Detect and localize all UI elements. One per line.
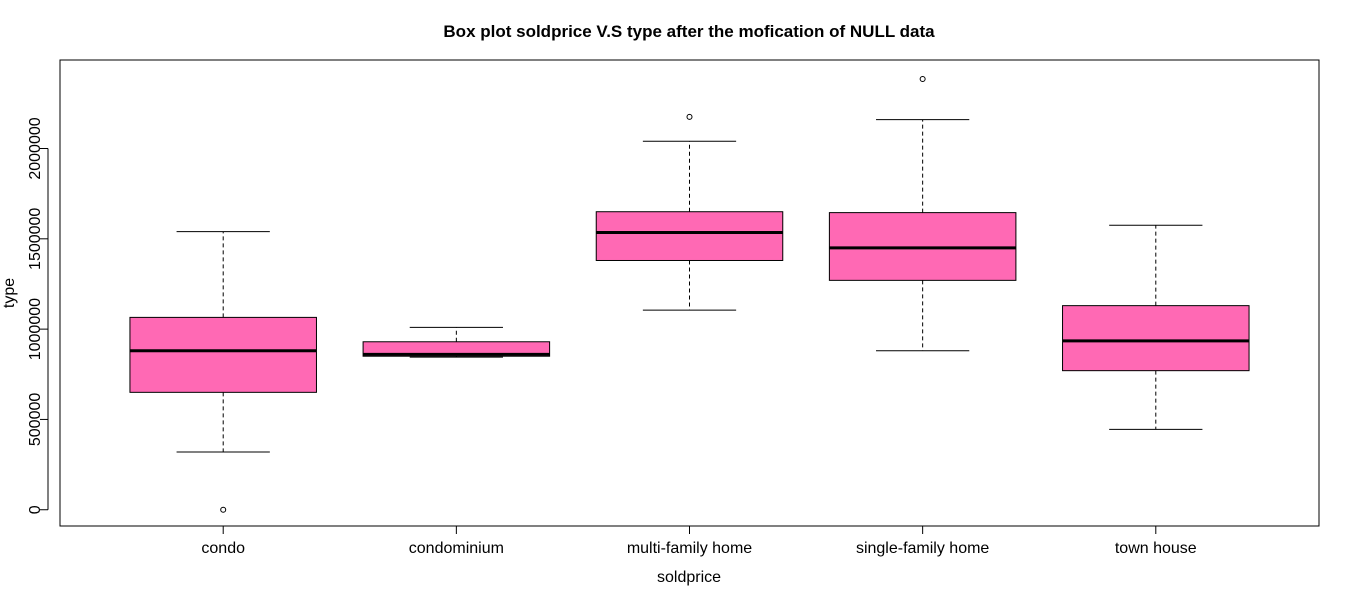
box-town-house [1062,224,1250,430]
y-axis: 0 500000 1000000 1500000 2000000 [27,117,49,514]
plot-frame [59,59,1320,527]
y-axis-label: type [1,278,18,308]
x-tick-label: condo [201,540,245,557]
iqr-box [129,316,317,393]
box-single-family-home [828,75,1017,352]
x-axis-label: soldprice [657,569,721,586]
boxes-group [129,75,1250,513]
x-tick-label: multi-family home [627,540,752,557]
x-tick-label: town house [1115,540,1197,557]
chart-title: Box plot soldprice V.S type after the mo… [443,22,935,41]
y-tick-label: 2000000 [27,117,44,179]
x-tick-label: condominium [409,540,504,557]
box-condo [129,231,317,513]
y-tick-label: 1000000 [27,298,44,360]
y-tick-label: 1500000 [27,208,44,270]
box-multi-family-home [595,113,784,311]
outlier-point [686,113,693,120]
x-axis: condo condominium multi-family home single-… [201,525,1197,557]
x-tick-label: single-family home [856,540,989,557]
iqr-box [362,341,551,357]
outlier-point [220,506,227,513]
box-condominium [362,326,551,358]
outlier-point [919,75,926,82]
y-tick-label: 500000 [27,393,44,446]
iqr-box [595,211,784,261]
iqr-box [1062,305,1250,372]
y-tick-label: 0 [27,505,44,514]
